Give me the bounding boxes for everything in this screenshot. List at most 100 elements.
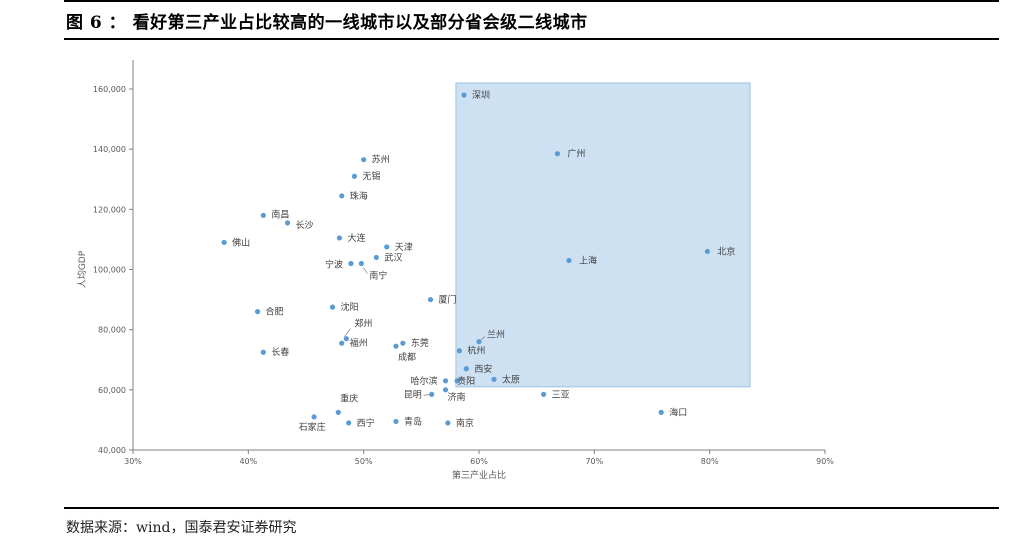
data-point (704, 248, 710, 255)
y-tick-label: 40,000 (98, 446, 126, 455)
data-point (361, 157, 367, 163)
y-tick-label: 100,000 (93, 266, 126, 275)
highlight-region (455, 82, 751, 388)
x-axis-title: 第三产业占比 (452, 469, 506, 481)
data-label: 南昌 (271, 208, 289, 220)
data-point (351, 173, 358, 179)
data-label: 福州 (350, 337, 368, 349)
data-label: 珠海 (350, 190, 368, 202)
data-point (445, 420, 451, 426)
data-point (427, 296, 434, 303)
data-point (343, 336, 349, 342)
x-tick-label: 70% (585, 457, 603, 466)
data-label: 太原 (502, 373, 520, 385)
data-point (329, 304, 336, 310)
data-point (346, 420, 352, 426)
data-label: 石家庄 (299, 421, 326, 433)
data-label: 苏州 (372, 154, 390, 166)
data-label: 佛山 (232, 236, 250, 248)
data-point (260, 212, 266, 218)
data-point (442, 378, 449, 384)
x-tick-label: 50% (355, 457, 373, 466)
data-label: 东莞 (411, 337, 429, 349)
data-label: 上海 (579, 254, 597, 266)
x-tick-label: 80% (701, 457, 719, 466)
data-label: 沈阳 (341, 301, 359, 313)
data-label: 昆明 (404, 389, 422, 400)
y-tick-label: 160,000 (93, 85, 126, 94)
data-label: 重庆 (340, 392, 358, 404)
data-point (311, 414, 317, 420)
x-tick-label: 60% (470, 457, 488, 466)
data-label: 长沙 (296, 219, 314, 231)
data-label: 郑州 (354, 318, 372, 330)
data-point (554, 151, 561, 157)
leader-line (480, 336, 486, 340)
y-axis-title: 人均GDP (76, 250, 88, 288)
data-label: 厦门 (439, 294, 457, 306)
data-label: 大连 (347, 232, 365, 244)
y-tick-label: 60,000 (98, 386, 126, 395)
x-tick-label: 40% (239, 457, 257, 466)
data-point (566, 257, 572, 264)
data-label: 兰州 (487, 329, 505, 341)
page-title: 图 6 ： 看好第三产业占比较高的一线城市以及部分省会级二线城市 (66, 13, 588, 33)
leader-line (363, 267, 368, 274)
data-point (348, 260, 354, 267)
data-label: 广州 (567, 148, 585, 160)
data-label: 南宁 (369, 269, 387, 281)
data-point (658, 409, 664, 415)
data-point (254, 309, 261, 315)
data-point (454, 378, 460, 384)
bottom-rule (64, 507, 999, 509)
data-point (429, 391, 435, 397)
data-point (339, 340, 345, 346)
leader-line (344, 328, 351, 337)
data-label: 济南 (448, 391, 466, 403)
data-point (461, 92, 467, 98)
data-label: 青岛 (404, 415, 422, 427)
data-point (260, 349, 266, 355)
data-point (393, 418, 399, 425)
y-tick-label: 140,000 (93, 145, 126, 154)
x-tick-label: 90% (816, 457, 834, 466)
title-bar: 图 6 ： 看好第三产业占比较高的一线城市以及部分省会级二线城市 (64, 0, 999, 40)
data-point (456, 348, 462, 354)
chart-container: 40,000 60,000 80,000 100,000 120,000 140,000 1… (64, 40, 999, 507)
data-label: 无锡 (362, 171, 380, 182)
data-point (384, 244, 390, 250)
data-point (463, 366, 469, 372)
x-tick-label: 30% (124, 457, 142, 466)
data-point (284, 220, 291, 226)
data-point (335, 409, 341, 415)
data-label: 杭州 (467, 345, 485, 357)
data-label: 西宁 (357, 417, 375, 429)
data-label: 合肥 (266, 306, 284, 318)
data-label: 宁波 (325, 258, 343, 270)
data-label: 天津 (395, 242, 413, 253)
data-point (393, 343, 399, 349)
y-tick-label: 120,000 (93, 205, 126, 214)
y-tick-label: 80,000 (98, 326, 126, 335)
data-label: 海口 (669, 406, 687, 418)
leader-line (423, 394, 430, 396)
data-point (442, 387, 449, 393)
data-label: 成都 (398, 351, 416, 363)
data-point (373, 254, 379, 261)
data-label: 南京 (456, 417, 474, 429)
data-label: 深圳 (472, 90, 490, 101)
data-point (339, 193, 345, 199)
data-point (476, 339, 482, 345)
data-point (221, 239, 227, 246)
data-label: 西安 (474, 363, 492, 375)
source-note: 数据来源：wind，国泰君安证券研究 (66, 520, 297, 536)
data-label: 三亚 (552, 389, 570, 400)
scatter-chart: 40,000 60,000 80,000 100,000 120,000 140,000 1… (76, 60, 834, 481)
data-label: 长春 (271, 346, 289, 358)
data-point (491, 376, 497, 382)
data-label: 贵阳 (457, 375, 475, 387)
data-point (336, 235, 343, 241)
data-label: 武汉 (384, 251, 402, 263)
data-label: 北京 (717, 245, 735, 257)
data-point (400, 340, 406, 346)
